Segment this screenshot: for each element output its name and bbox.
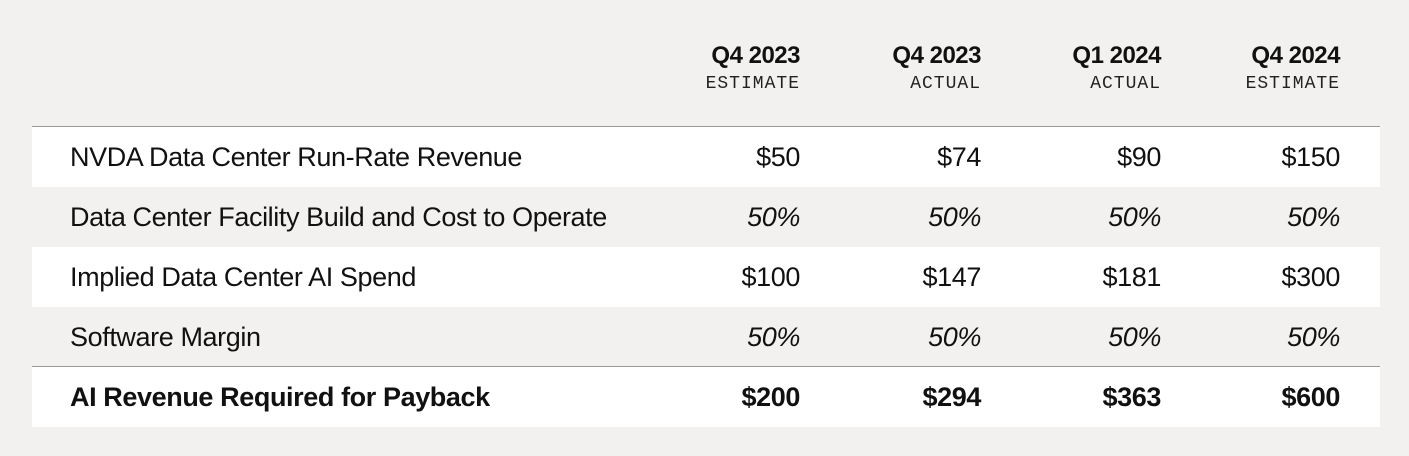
- cell: 50%: [928, 202, 981, 232]
- period: Q4 2023: [711, 42, 800, 69]
- period: Q4 2023: [892, 42, 981, 69]
- cell: $147: [922, 262, 982, 292]
- table-row: NVDA Data Center Run-Rate Revenue $50 $74 $…: [32, 127, 1380, 187]
- divider: [32, 366, 1380, 367]
- column-header: Q4 2024 ESTIMATE: [1180, 40, 1341, 96]
- row-label: NVDA Data Center Run-Rate Revenue: [70, 142, 523, 172]
- divider: [32, 126, 1380, 127]
- column-header: Q4 2023 ESTIMATE: [640, 40, 801, 96]
- cell: $74: [937, 142, 981, 172]
- cell: 50%: [1108, 202, 1161, 232]
- period: Q4 2024: [1251, 42, 1340, 69]
- row-label: Implied Data Center AI Spend: [70, 262, 417, 292]
- cell: 50%: [747, 322, 800, 352]
- cell: $300: [1281, 262, 1341, 292]
- status: ESTIMATE: [705, 74, 800, 94]
- cell: 50%: [1108, 322, 1161, 352]
- status: ESTIMATE: [1245, 74, 1340, 94]
- status: ACTUAL: [1090, 74, 1161, 94]
- row-label: Data Center Facility Build and Cost to O…: [70, 202, 607, 232]
- cell: $363: [1102, 382, 1162, 412]
- cell: 50%: [1287, 322, 1340, 352]
- cell: 50%: [1287, 202, 1340, 232]
- cell: $181: [1102, 262, 1162, 292]
- table-row: AI Revenue Required for Payback $200 $294 $…: [32, 367, 1380, 427]
- row-label: Software Margin: [70, 322, 261, 352]
- table-row: Software Margin 50% 50% 50% 50%: [32, 307, 1380, 367]
- cell: $50: [756, 142, 800, 172]
- table-row: Implied Data Center AI Spend $100 $147 $181…: [32, 247, 1380, 307]
- cell: $90: [1117, 142, 1161, 172]
- cell: 50%: [747, 202, 800, 232]
- cell: 50%: [928, 322, 981, 352]
- cell: $600: [1281, 382, 1341, 412]
- row-label: AI Revenue Required for Payback: [70, 382, 490, 412]
- table-row: Data Center Facility Build and Cost to O…: [32, 187, 1380, 247]
- cell: $100: [741, 262, 801, 292]
- column-header: Q4 2023 ACTUAL: [821, 40, 981, 96]
- cell: $150: [1281, 142, 1341, 172]
- status: ACTUAL: [910, 74, 981, 94]
- cell: $294: [922, 382, 982, 412]
- cell: $200: [741, 382, 801, 412]
- period: Q1 2024: [1072, 42, 1161, 69]
- column-header: Q1 2024 ACTUAL: [1001, 40, 1161, 96]
